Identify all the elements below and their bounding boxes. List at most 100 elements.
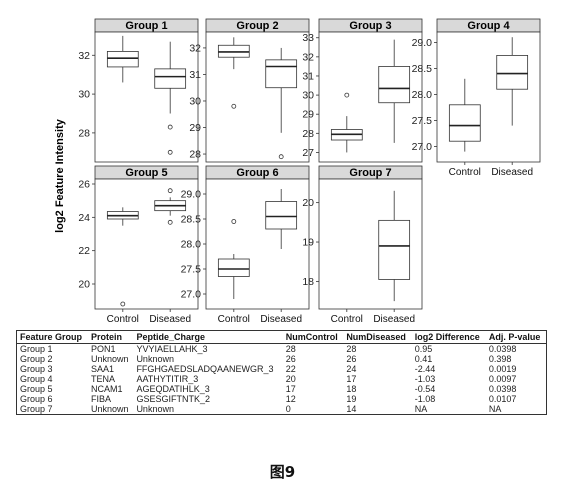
y-tick-label: 30 [78,89,90,101]
y-tick-label: 28.0 [412,89,433,101]
box-diseased [265,189,298,249]
box-iqr [496,55,529,90]
table-cell: Group 1 [20,344,53,354]
column-header: Feature Group [17,331,88,344]
y-tick-label: 27.5 [412,115,433,127]
x-tick-label: Control [449,167,481,178]
table-cell: Unknown [136,354,174,364]
panel-group-4: Group 4 27.0 27.5 28.0 28.5 29.0 Control Diseas… [412,18,541,178]
column-header: Peptide_Charge [133,331,283,344]
table-cell: Group 7 [20,404,53,414]
box-control [217,219,250,299]
table-cell: 0 [285,404,291,414]
panel-title: Group 3 [349,20,391,32]
panel-group-5: Group 5 20 22 24 26 Control Diseased [78,165,199,325]
table-cell: 0.0097 [488,374,517,384]
y-tick-label: 20 [78,279,90,291]
table-cell: 28 [346,344,357,354]
table-cell: 26 [346,354,357,364]
table-cell: 0.0019 [488,364,517,374]
y-tick-label: 28 [78,127,90,139]
y-tick-label: 28.5 [412,63,433,75]
box-diseased [265,47,298,160]
panel-title: Group 7 [349,167,391,179]
y-tick-label: 18 [302,276,314,288]
outlier-point [231,219,237,224]
table-cell: 0.0107 [488,394,517,404]
table-cell: YVYIAELLAHK_3 [136,344,208,354]
y-tick-label: 27.0 [412,141,433,153]
y-tick-label: 28.0 [181,239,202,251]
table-cell: NA [414,404,428,414]
table-cell: Unknown [91,404,129,414]
panel-title: Group 2 [236,20,278,32]
box-control [106,207,139,307]
y-tick-label: 33 [302,32,314,44]
table-cell: TENA [91,374,116,384]
box-diseased [154,188,187,225]
table-cell: NA [488,404,502,414]
results-table-container: Feature Group Protein Peptide_Charge NumCon… [16,330,547,415]
table-cell: 12 [285,394,296,404]
table-row: Group 5 NCAM1 AGEQDATIHLK_3 17 18 -0.54 0.0398 [17,384,546,394]
box-control [448,78,481,152]
box-iqr [378,219,411,280]
table-cell: 26 [285,354,296,364]
y-tick-label: 28.5 [181,214,202,226]
panel-title: Group 4 [467,20,510,32]
panel-title: Group 1 [125,20,167,32]
table-cell: 0.398 [488,354,512,364]
table-cell: GSESGIFTNTK_2 [136,394,210,404]
table-cell: -0.54 [414,384,436,394]
box-iqr [378,66,411,104]
y-tick-label: 30 [302,90,314,102]
boxplot-figure: log2 Feature Intensity Group 1283032Grou… [54,18,541,325]
table-cell: AATHYTITIR_3 [136,374,199,384]
box-diseased [496,37,529,126]
table-cell: AGEQDATIHLK_3 [136,384,210,394]
outlier-point [167,149,173,155]
table-cell: Group 2 [20,354,53,364]
table-cell: -1.03 [414,374,436,384]
table-cell: Group 3 [20,364,53,374]
box-iqr [217,258,250,277]
panel-title: Group 6 [236,167,278,179]
panel-title: Group 5 [125,167,167,179]
y-tick-label: 32 [302,51,314,63]
y-tick-label: 30 [189,95,201,107]
x-tick-label: Control [218,314,250,325]
results-table: Feature Group Protein Peptide_Charge NumCon… [17,331,546,414]
table-cell: -1.08 [414,394,436,404]
outlier-point [231,103,237,109]
table-row: Group 3 SAA1 FFGHGAEDSLADQAANEWGR_3 22 24 -2.… [17,364,546,374]
y-tick-label: 31 [302,70,314,82]
box-control [217,37,250,109]
x-tick-label: Diseased [149,314,191,325]
y-tick-label: 27.5 [181,264,202,276]
table-cell: PON1 [91,344,116,354]
table-cell: Group 6 [20,394,53,404]
column-header: NumDiseased [343,331,412,344]
x-tick-label: Diseased [491,167,533,178]
y-tick-label: 24 [78,212,90,224]
table-row: Group 7 Unknown Unknown 0 14 NA NA [17,404,546,414]
table-cell: 0.0398 [488,384,517,394]
y-tick-label: 31 [189,69,201,81]
x-tick-label: Diseased [260,314,302,325]
panel-frame [205,178,310,310]
box-iqr [265,59,298,89]
box-iqr [154,68,187,89]
table-cell: -2.44 [414,364,436,374]
y-tick-label: 29 [189,122,201,134]
box-control [106,35,139,83]
table-cell: FIBA [91,394,112,404]
column-header: Adj. P-value [485,331,546,344]
table-cell: 22 [285,364,296,374]
y-tick-label: 19 [302,237,314,249]
panel-group-2: Group 2 28 29 30 31 32 [189,18,310,163]
table-header-row: Feature Group Protein Peptide_Charge NumCon… [17,331,546,344]
table-cell: SAA1 [91,364,115,374]
table-cell: 19 [346,394,357,404]
y-tick-label: 32 [78,50,90,62]
table-cell: Unknown [91,354,129,364]
